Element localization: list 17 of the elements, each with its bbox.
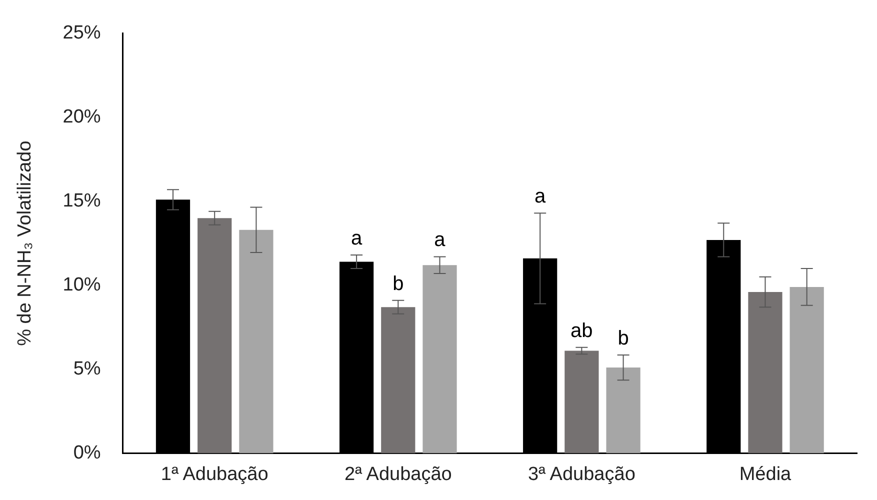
data-label: b: [392, 272, 404, 295]
y-axis-title: % de N-NH₃ Volatilizado: [14, 140, 36, 346]
data-label: ab: [570, 320, 593, 342]
data-label: a: [434, 229, 446, 252]
data-label: a: [350, 228, 363, 250]
y-tick-label: 15%: [62, 190, 101, 212]
y-tick-label: 0%: [73, 442, 101, 464]
y-tick-label: 10%: [62, 274, 101, 296]
x-tick-label: Média: [739, 464, 792, 485]
data-label: b: [618, 327, 629, 350]
y-tick-label: 5%: [73, 358, 101, 380]
x-tick-label: 1ª Adubação: [160, 464, 268, 485]
y-tick-label: 20%: [62, 106, 101, 128]
x-tick-label: 3ª Adubação: [528, 464, 636, 485]
data-label: a: [534, 186, 547, 208]
y-tick-label: 25%: [62, 22, 101, 44]
x-tick-label: 2ª Adubação: [344, 464, 452, 485]
